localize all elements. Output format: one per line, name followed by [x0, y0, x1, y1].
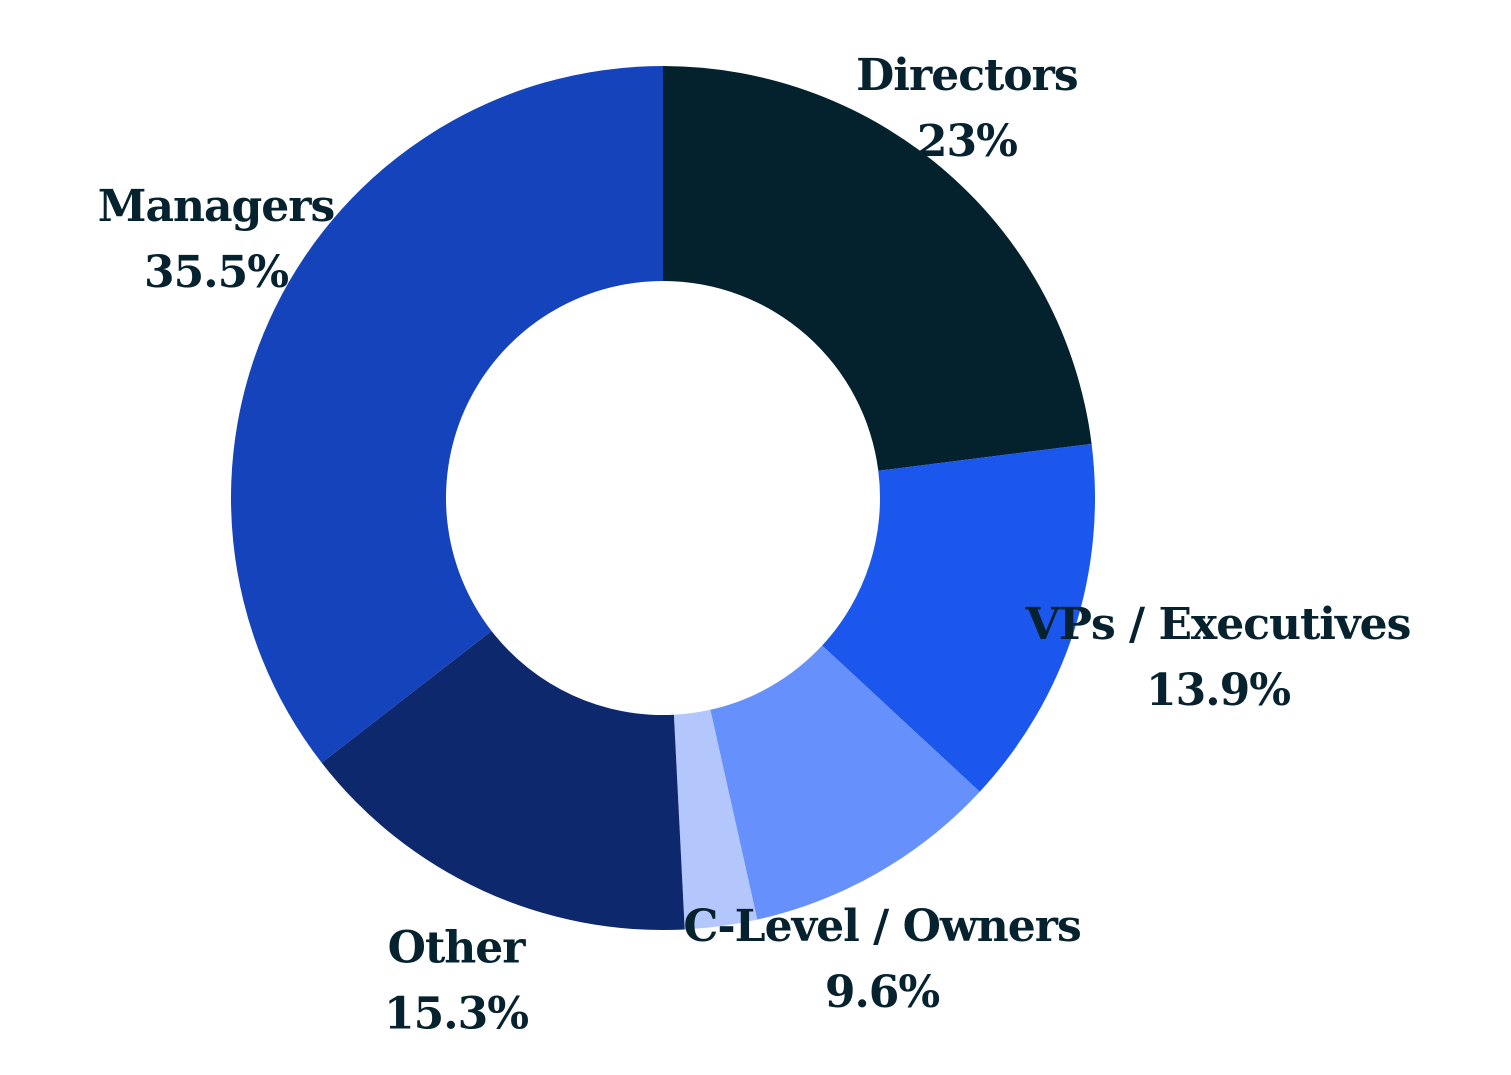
slice-value-vps-executives: 13.9% — [1146, 665, 1290, 716]
slice-label-vps-executives: VPs / Executives — [1025, 599, 1411, 650]
slice-unlabeled — [673, 709, 758, 930]
donut-labels: Directors 23% VPs / Executives 13.9% C-Level… — [98, 50, 1412, 1040]
slice-c-level-owners — [710, 645, 980, 920]
slice-value-other: 15.3% — [384, 989, 528, 1040]
slice-other — [321, 631, 685, 930]
slice-label-managers: Managers — [98, 181, 334, 232]
slice-label-c-level-owners: C-Level / Owners — [683, 901, 1080, 952]
slice-label-other: Other — [388, 923, 527, 974]
slice-value-c-level-owners: 9.6% — [825, 967, 940, 1018]
slice-value-directors: 23% — [917, 116, 1017, 167]
slice-label-directors: Directors — [856, 50, 1077, 101]
slice-vps-executives — [822, 443, 1095, 792]
slice-value-managers: 35.5% — [144, 247, 288, 298]
slice-managers — [231, 66, 663, 763]
donut-slices — [231, 66, 1095, 930]
slice-directors — [663, 66, 1092, 471]
